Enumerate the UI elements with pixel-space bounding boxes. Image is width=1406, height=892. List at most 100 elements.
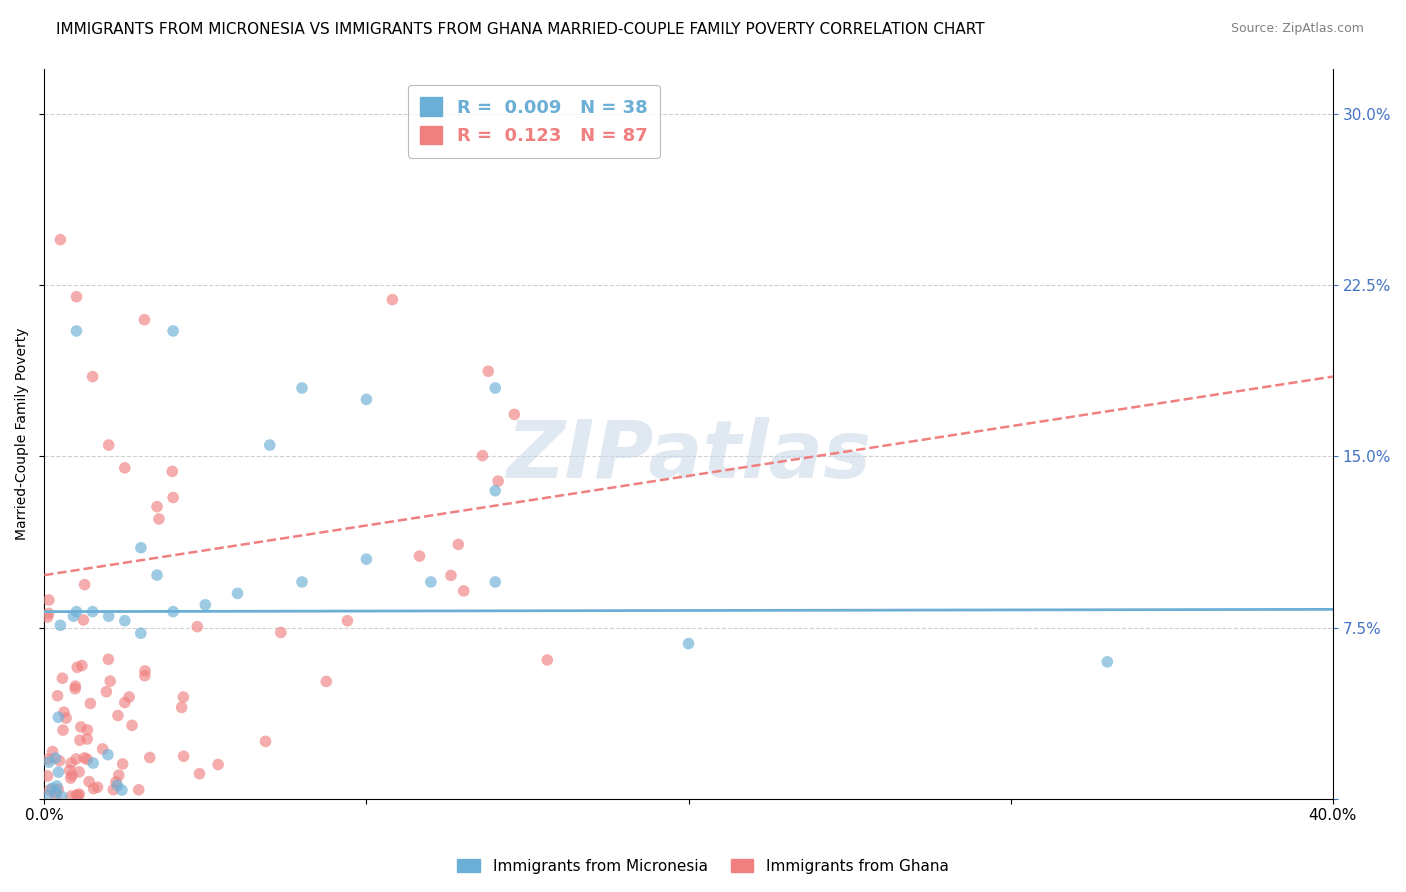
Point xyxy=(46,782,69,797)
Point xyxy=(103,782,125,797)
Point xyxy=(162,464,184,478)
Point xyxy=(48,765,70,780)
Point xyxy=(60,768,83,782)
Point xyxy=(356,552,378,566)
Point xyxy=(162,324,184,338)
Point xyxy=(408,549,430,563)
Point xyxy=(52,723,75,737)
Point xyxy=(108,768,131,782)
Point xyxy=(114,696,136,710)
Text: IMMIGRANTS FROM MICRONESIA VS IMMIGRANTS FROM GHANA MARRIED-COUPLE FAMILY POVERT: IMMIGRANTS FROM MICRONESIA VS IMMIGRANTS… xyxy=(56,22,984,37)
Point xyxy=(419,574,441,589)
Point xyxy=(440,568,463,582)
Point xyxy=(114,461,136,475)
Point xyxy=(162,491,184,505)
Point xyxy=(69,733,91,747)
Point xyxy=(83,781,105,796)
Point xyxy=(678,637,700,651)
Point xyxy=(207,757,229,772)
Point xyxy=(45,785,67,799)
Text: Source: ZipAtlas.com: Source: ZipAtlas.com xyxy=(1230,22,1364,36)
Point xyxy=(291,574,314,589)
Point xyxy=(45,789,67,804)
Point xyxy=(76,752,98,766)
Point xyxy=(77,774,100,789)
Point xyxy=(65,605,87,619)
Point xyxy=(134,664,156,678)
Point xyxy=(381,293,404,307)
Point xyxy=(65,679,87,693)
Point xyxy=(356,392,378,407)
Point xyxy=(134,668,156,682)
Point xyxy=(226,586,249,600)
Point xyxy=(96,684,118,698)
Point xyxy=(44,751,66,765)
Point xyxy=(146,500,169,514)
Point xyxy=(484,574,506,589)
Point xyxy=(97,609,120,624)
Point xyxy=(48,754,70,768)
Point xyxy=(104,775,127,789)
Text: ZIPatlas: ZIPatlas xyxy=(506,417,872,494)
Point xyxy=(107,708,129,723)
Point xyxy=(336,614,359,628)
Point xyxy=(82,369,104,384)
Point xyxy=(59,771,82,785)
Point xyxy=(60,756,83,770)
Point xyxy=(66,660,89,674)
Point xyxy=(82,605,104,619)
Point xyxy=(536,653,558,667)
Point xyxy=(38,783,60,797)
Legend: Immigrants from Micronesia, Immigrants from Ghana: Immigrants from Micronesia, Immigrants f… xyxy=(451,853,955,880)
Point xyxy=(76,731,98,746)
Point xyxy=(51,671,73,685)
Point xyxy=(484,381,506,395)
Point xyxy=(46,710,69,724)
Point xyxy=(76,723,98,737)
Point xyxy=(37,769,59,783)
Point xyxy=(62,609,84,624)
Point xyxy=(79,697,101,711)
Point xyxy=(82,756,104,770)
Point xyxy=(97,438,120,452)
Point xyxy=(148,512,170,526)
Point xyxy=(41,745,63,759)
Point xyxy=(69,720,91,734)
Point xyxy=(259,438,281,452)
Point xyxy=(37,610,59,624)
Point xyxy=(129,626,152,640)
Point xyxy=(51,789,73,804)
Point xyxy=(111,783,134,797)
Point xyxy=(128,782,150,797)
Point xyxy=(471,449,494,463)
Point xyxy=(63,681,86,696)
Point xyxy=(129,541,152,555)
Point xyxy=(53,705,76,719)
Point xyxy=(139,750,162,764)
Point xyxy=(291,381,314,395)
Point xyxy=(72,613,94,627)
Point xyxy=(73,751,96,765)
Point xyxy=(65,752,87,766)
Y-axis label: Married-Couple Family Poverty: Married-Couple Family Poverty xyxy=(15,327,30,540)
Point xyxy=(186,620,208,634)
Point xyxy=(97,747,120,762)
Point xyxy=(105,778,128,792)
Point xyxy=(73,577,96,591)
Point xyxy=(41,781,63,796)
Point xyxy=(86,780,108,795)
Point xyxy=(38,755,60,769)
Point xyxy=(194,598,217,612)
Point xyxy=(447,537,470,551)
Point xyxy=(484,483,506,498)
Point xyxy=(134,312,156,326)
Point xyxy=(38,593,60,607)
Point xyxy=(70,658,93,673)
Point xyxy=(453,583,475,598)
Point xyxy=(188,766,211,780)
Point xyxy=(172,690,194,704)
Legend: R =  0.009   N = 38, R =  0.123   N = 87: R = 0.009 N = 38, R = 0.123 N = 87 xyxy=(408,85,659,158)
Point xyxy=(49,233,72,247)
Point xyxy=(315,674,337,689)
Point xyxy=(97,652,120,666)
